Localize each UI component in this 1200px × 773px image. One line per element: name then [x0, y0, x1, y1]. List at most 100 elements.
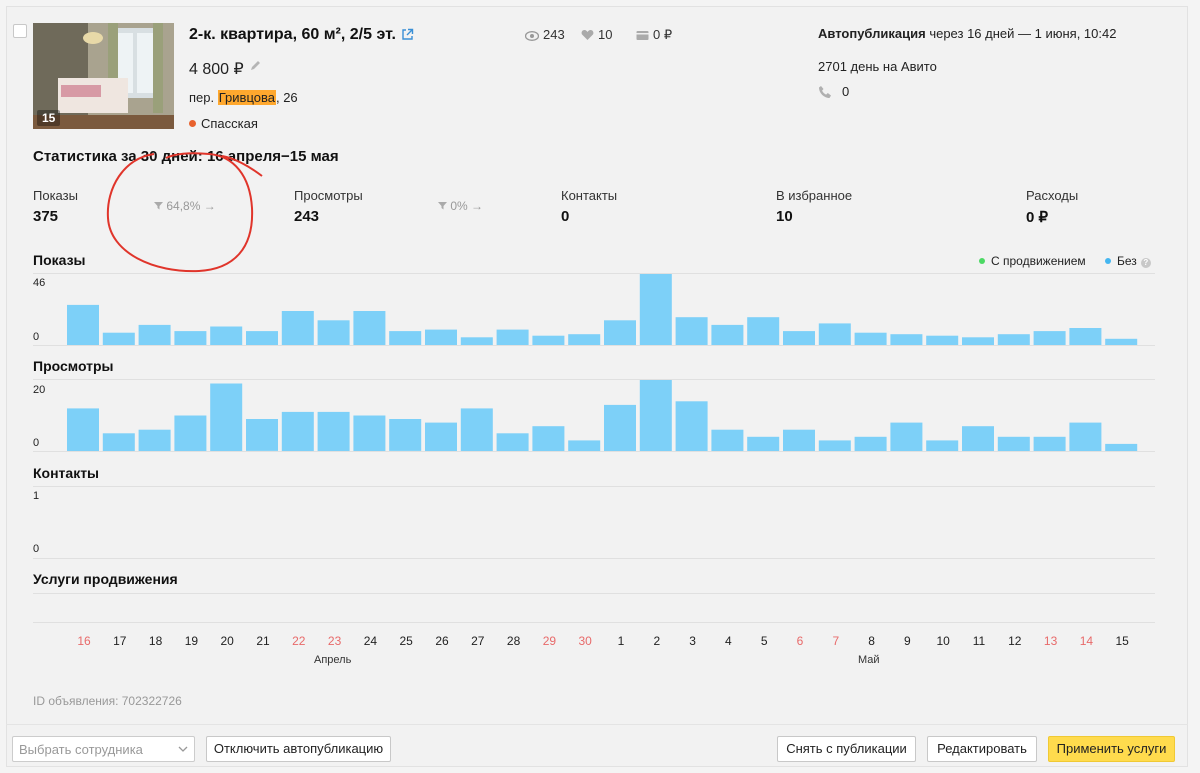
bar-26[interactable] — [425, 329, 457, 345]
bar-13[interactable] — [1033, 331, 1066, 345]
views-bar-chart — [67, 380, 1138, 452]
bar-14[interactable] — [1069, 328, 1102, 345]
bar-23[interactable] — [317, 320, 350, 345]
bar-29[interactable] — [532, 335, 565, 345]
bar-3[interactable] — [675, 317, 708, 345]
bar-25[interactable] — [389, 419, 422, 451]
bar-26[interactable] — [425, 422, 457, 451]
disable-autopublication-button[interactable]: Отключить автопубликацию — [206, 736, 391, 762]
arrow-right-icon: → — [471, 199, 484, 213]
spent-value: 0 ₽ — [653, 27, 673, 42]
impressions-chart-title: Показы — [33, 252, 86, 268]
bar-13[interactable] — [1033, 436, 1066, 451]
employee-select[interactable]: Выбрать сотрудника — [12, 736, 195, 762]
bar-19[interactable] — [174, 415, 207, 452]
views-value: 243 — [543, 27, 565, 42]
select-checkbox[interactable] — [13, 24, 27, 38]
bar-17[interactable] — [102, 332, 135, 345]
bar-12[interactable] — [997, 334, 1030, 345]
bar-6[interactable] — [783, 429, 815, 451]
bar-27[interactable] — [460, 337, 493, 345]
bar-28[interactable] — [496, 329, 529, 345]
bar-7[interactable] — [818, 440, 851, 452]
bar-22[interactable] — [281, 411, 314, 451]
apply-services-button[interactable]: Применить услуги — [1048, 736, 1175, 762]
bar-16[interactable] — [67, 304, 99, 345]
bar-27[interactable] — [460, 408, 493, 451]
bar-11[interactable] — [962, 337, 994, 345]
bar-3[interactable] — [675, 401, 708, 451]
calls-value: 0 — [842, 84, 850, 99]
day-label: 5 — [760, 634, 768, 648]
bar-8[interactable] — [854, 436, 887, 451]
contacts-ytick-min: 0 — [33, 543, 40, 555]
bar-5[interactable] — [747, 436, 780, 451]
day-label: 14 — [1079, 634, 1094, 648]
red-circle-annotation — [106, 152, 263, 273]
day-label: 13 — [1043, 634, 1058, 648]
bar-18[interactable] — [138, 429, 171, 451]
day-label: 11 — [972, 634, 986, 648]
bar-4[interactable] — [711, 429, 744, 451]
bar-10[interactable] — [926, 335, 959, 345]
day-label: 23 — [327, 634, 342, 648]
bar-30[interactable] — [568, 440, 601, 452]
bar-12[interactable] — [997, 436, 1030, 451]
bar-23[interactable] — [317, 411, 350, 451]
bar-17[interactable] — [102, 433, 135, 452]
day-label: 7 — [832, 634, 840, 648]
pencil-icon[interactable] — [249, 60, 261, 72]
bar-19[interactable] — [174, 331, 207, 345]
bar-25[interactable] — [389, 331, 422, 345]
listing-title[interactable]: 2-к. квартира, 60 м², 2/5 эт. — [189, 26, 396, 43]
bar-7[interactable] — [818, 323, 851, 345]
address-prefix: пер. — [189, 90, 218, 105]
autopublication-info: Автопубликация через 16 дней — 1 июня, 1… — [818, 26, 1116, 41]
day-label: 25 — [399, 634, 413, 648]
bar-22[interactable] — [281, 311, 314, 345]
edit-button[interactable]: Редактировать — [927, 736, 1037, 762]
bar-14[interactable] — [1069, 422, 1102, 451]
listing-card — [6, 6, 1188, 767]
conversion-value: 0% — [450, 199, 468, 213]
metro-station: Спасская — [189, 116, 258, 131]
bar-9[interactable] — [890, 422, 923, 451]
bar-30[interactable] — [568, 334, 601, 345]
bar-16[interactable] — [67, 408, 99, 451]
employee-select-placeholder: Выбрать сотрудника — [19, 742, 143, 757]
unpublish-button[interactable]: Снять с публикации — [777, 736, 916, 762]
bar-1[interactable] — [604, 404, 636, 451]
bar-20[interactable] — [210, 383, 243, 452]
day-label: 18 — [148, 634, 163, 648]
bar-9[interactable] — [890, 334, 923, 345]
bar-2[interactable] — [639, 274, 672, 345]
external-link-icon[interactable] — [401, 28, 414, 41]
chevron-down-icon — [178, 746, 188, 752]
bar-15[interactable] — [1105, 443, 1138, 451]
kpi-views-label: Просмотры — [294, 188, 363, 203]
bar-1[interactable] — [604, 320, 636, 345]
bar-21[interactable] — [246, 419, 278, 451]
bar-28[interactable] — [496, 433, 529, 452]
wallet-icon — [636, 31, 649, 40]
bar-6[interactable] — [783, 331, 815, 345]
bar-8[interactable] — [854, 332, 887, 345]
bar-20[interactable] — [210, 326, 243, 346]
bar-11[interactable] — [962, 426, 994, 451]
bar-10[interactable] — [926, 440, 959, 452]
day-label: 1 — [617, 634, 625, 648]
bar-2[interactable] — [639, 380, 672, 451]
bar-21[interactable] — [246, 331, 278, 345]
bar-4[interactable] — [711, 324, 744, 345]
listing-photo[interactable]: 15 — [33, 23, 174, 129]
bar-15[interactable] — [1105, 338, 1138, 345]
bar-29[interactable] — [532, 426, 565, 451]
bar-24[interactable] — [353, 415, 386, 452]
bar-5[interactable] — [747, 317, 780, 345]
bar-24[interactable] — [353, 311, 386, 345]
bar-18[interactable] — [138, 324, 171, 345]
legend-promoted-label: С продвижением — [991, 254, 1086, 268]
day-label: 3 — [689, 634, 696, 648]
contacts-chart-title: Контакты — [33, 465, 100, 481]
help-icon[interactable]: ? — [1140, 258, 1151, 268]
